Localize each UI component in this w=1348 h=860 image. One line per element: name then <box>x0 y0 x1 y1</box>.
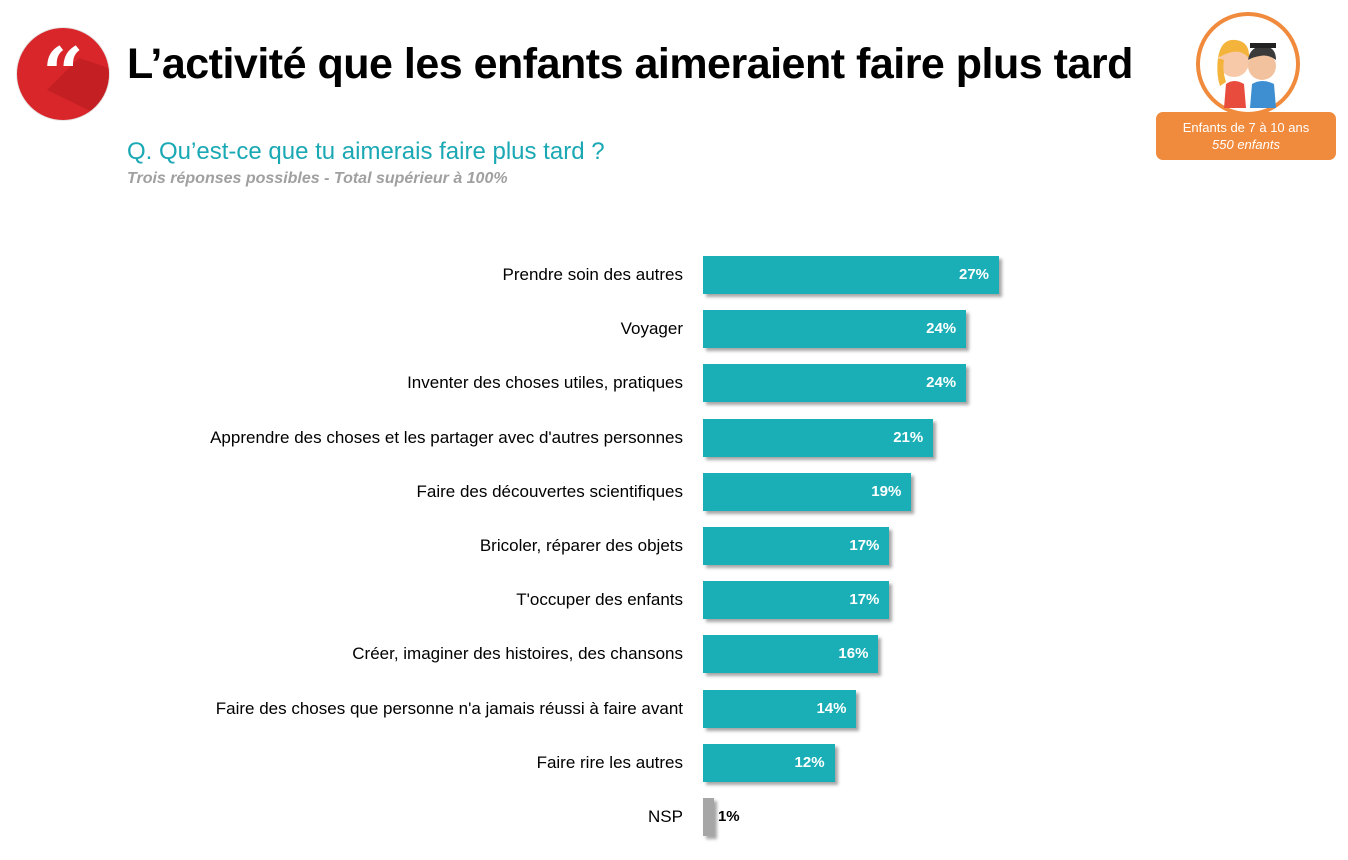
category-label: Voyager <box>620 319 683 339</box>
bar <box>703 256 999 294</box>
quote-badge-shadow <box>47 58 109 120</box>
bar <box>703 689 857 728</box>
category-label: Inventer des choses utiles, pratiques <box>407 373 683 393</box>
value-label: 1% <box>717 808 740 825</box>
category-label: Faire rire les autres <box>536 752 683 772</box>
sample-info-box: Enfants de 7 à 10 ans 550 enfants <box>1156 112 1336 160</box>
category-label: NSP <box>648 807 683 826</box>
category-label: Bricoler, réparer des objets <box>479 536 683 555</box>
category-label: Créer, imaginer des histoires, des chans… <box>352 644 683 664</box>
value-label: 17% <box>849 591 880 609</box>
page-title: L’activité que les enfants aimeraient fa… <box>127 40 1133 88</box>
category-label: Prendre soin des autres <box>502 265 684 284</box>
category-label: T'occuper des enfants <box>516 590 683 610</box>
sample-size: 550 enfants <box>1212 137 1280 152</box>
bar <box>703 364 967 403</box>
value-label: 12% <box>794 753 825 771</box>
value-label: 24% <box>926 374 957 392</box>
category-label: Faire des découvertes scientifiques <box>416 481 683 501</box>
category-label: Apprendre des choses et les partager ave… <box>210 427 683 447</box>
value-label: 21% <box>893 428 924 446</box>
bar <box>703 418 934 457</box>
quote-badge: “ <box>17 28 109 120</box>
value-label: 27% <box>959 266 990 283</box>
value-label: 24% <box>926 320 957 338</box>
response-note: Trois réponses possibles - Total supérie… <box>127 170 508 187</box>
bar <box>703 527 890 565</box>
value-label: 16% <box>838 645 869 663</box>
question-text: Q. Qu’est-ce que tu aimerais faire plus … <box>127 138 605 165</box>
bar <box>703 635 879 674</box>
quote-icon: “ <box>42 31 84 116</box>
category-label: Faire des choses que personne n'a jamais… <box>215 698 683 718</box>
bar <box>703 581 890 620</box>
sample-age-range: Enfants de 7 à 10 ans <box>1182 120 1310 135</box>
bar <box>703 310 967 349</box>
value-label: 14% <box>816 699 847 717</box>
value-label: 19% <box>871 482 902 500</box>
bar <box>703 798 714 836</box>
bar <box>703 472 912 511</box>
value-label: 17% <box>849 537 880 554</box>
bar <box>703 743 835 782</box>
